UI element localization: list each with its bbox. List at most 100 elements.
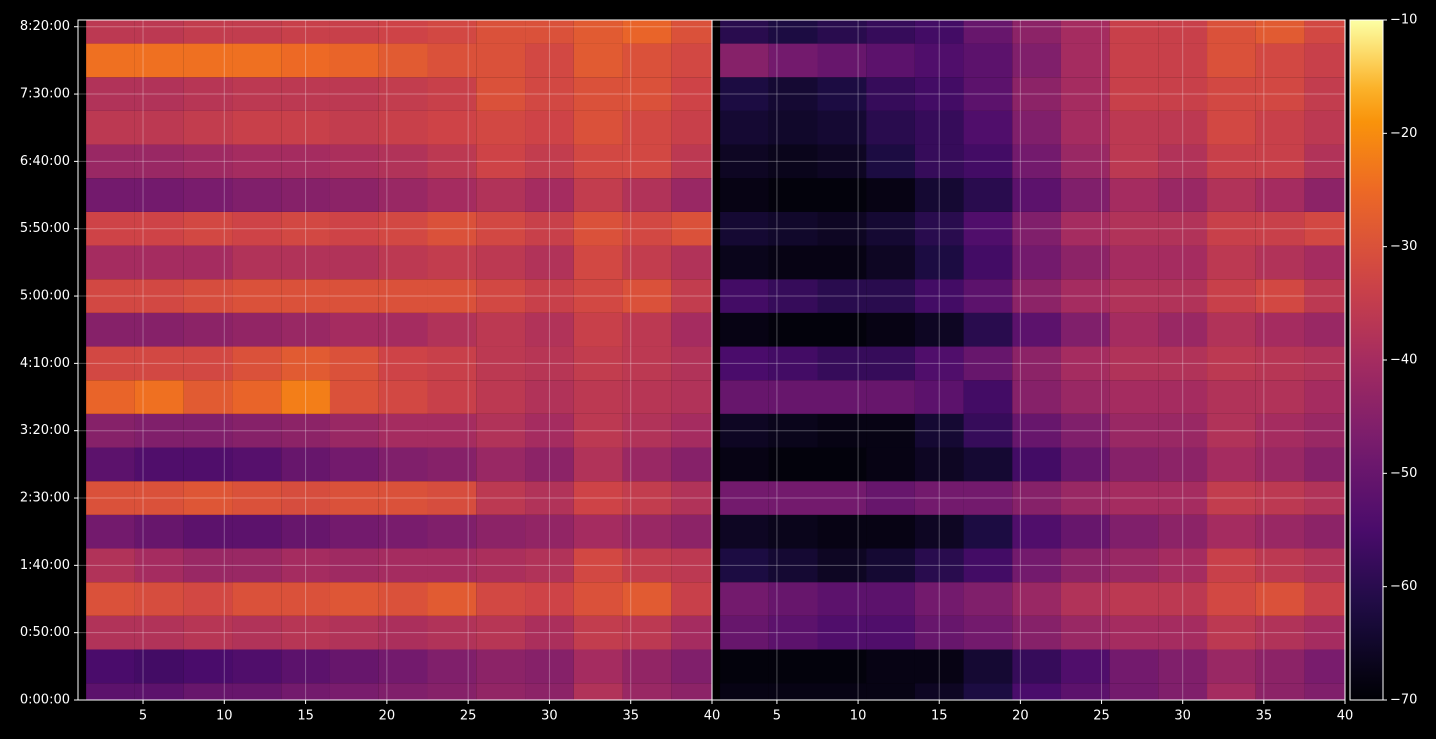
colorbar-tick-label: −20 [1390, 126, 1417, 141]
heatmap-cell [134, 447, 184, 482]
heatmap-cell [329, 548, 379, 583]
heatmap-cell [134, 346, 184, 381]
heatmap-cell [768, 43, 818, 78]
heatmap-cell [281, 211, 330, 246]
heatmap-cell [1304, 683, 1345, 700]
heatmap-cell [134, 144, 184, 179]
heatmap-cell [914, 413, 964, 448]
heatmap-cell [232, 110, 282, 145]
heatmap-cell [573, 144, 623, 179]
heatmap-cell [1158, 144, 1208, 179]
heatmap-cell [281, 144, 330, 179]
heatmap-cell [183, 413, 233, 448]
heatmap-cell [86, 312, 135, 347]
heatmap-cell [1255, 649, 1305, 684]
heatmap-cell [232, 649, 282, 684]
heatmap-cell [1158, 481, 1208, 515]
heatmap-cell [183, 110, 233, 145]
heatmap-cell [427, 481, 477, 515]
heatmap-cell [914, 380, 964, 414]
heatmap-cell [671, 245, 712, 280]
heatmap-cell [963, 211, 1013, 246]
heatmap-cell [963, 312, 1013, 347]
heatmap-cell [573, 649, 623, 684]
heatmap-cell [963, 346, 1013, 381]
heatmap-cell [1109, 649, 1159, 684]
heatmap-cell [183, 77, 233, 111]
heatmap-cell [1012, 582, 1061, 616]
heatmap-cell [671, 20, 712, 44]
heatmap-cell [1012, 110, 1061, 145]
heatmap-cell [963, 144, 1013, 179]
heatmap-cell [817, 279, 867, 313]
heatmap-cell [720, 380, 769, 414]
heatmap-cell [817, 178, 867, 212]
heatmap-cell [525, 346, 574, 381]
y-tick-label: 0:50:00 [20, 625, 70, 640]
heatmap-cell [817, 683, 867, 700]
heatmap-cell [720, 144, 769, 179]
heatmap-cell [573, 312, 623, 347]
heatmap-cell [232, 548, 282, 583]
heatmap-cell [1304, 615, 1345, 650]
heatmap-cell [963, 514, 1013, 549]
heatmap-cell [1255, 481, 1305, 515]
heatmap-cell [329, 77, 379, 111]
heatmap-cell [378, 110, 428, 145]
y-tick-label: 4:10:00 [20, 356, 70, 371]
heatmap-cell [1158, 312, 1208, 347]
heatmap-cell [720, 110, 769, 145]
heatmap-cell [281, 582, 330, 616]
heatmap-cell [622, 245, 672, 280]
heatmap-cell [427, 582, 477, 616]
heatmap-cell [86, 144, 135, 179]
heatmap-cell [866, 649, 915, 684]
heatmap-cell [720, 20, 769, 44]
heatmap-cell [378, 77, 428, 111]
heatmap-cell [1109, 413, 1159, 448]
heatmap-cell [476, 77, 526, 111]
heatmap-cell [1304, 380, 1345, 414]
heatmap-cell [1158, 77, 1208, 111]
heatmap-cell [720, 43, 769, 78]
heatmap-cell [476, 514, 526, 549]
colorbar-tick-label: −60 [1390, 579, 1417, 594]
heatmap-cell [1109, 110, 1159, 145]
heatmap-cell [525, 178, 574, 212]
heatmap-cell [183, 649, 233, 684]
heatmap-cell [817, 380, 867, 414]
x-tick-label: 25 [1093, 709, 1110, 724]
heatmap-cell [183, 683, 233, 700]
heatmap-cell [914, 615, 964, 650]
heatmap-cell [817, 548, 867, 583]
heatmap-cell [1304, 346, 1345, 381]
heatmap-cell [622, 380, 672, 414]
heatmap-cell [86, 514, 135, 549]
heatmap-cell [1109, 683, 1159, 700]
heatmap-cell [476, 380, 526, 414]
heatmap-cell [1304, 481, 1345, 515]
heatmap-cell [768, 77, 818, 111]
heatmap-cell [573, 548, 623, 583]
heatmap-cell [866, 279, 915, 313]
heatmap-cell [1207, 312, 1256, 347]
heatmap-cell [866, 144, 915, 179]
heatmap-cell [1060, 77, 1110, 111]
heatmap-cell [1304, 447, 1345, 482]
heatmap-cell [963, 245, 1013, 280]
heatmap-cell [86, 110, 135, 145]
heatmap-cell [817, 312, 867, 347]
heatmap-cell [476, 649, 526, 684]
heatmap-cell [1012, 144, 1061, 179]
heatmap-cell [1207, 211, 1256, 246]
heatmap-cell [329, 110, 379, 145]
heatmap-cell [671, 514, 712, 549]
heatmap-cell [427, 548, 477, 583]
x-tick-label: 40 [704, 709, 721, 724]
heatmap-cell [1158, 245, 1208, 280]
heatmap-cell [1109, 20, 1159, 44]
heatmap-cell [329, 683, 379, 700]
heatmap-cell [329, 413, 379, 448]
heatmap-cell [281, 279, 330, 313]
